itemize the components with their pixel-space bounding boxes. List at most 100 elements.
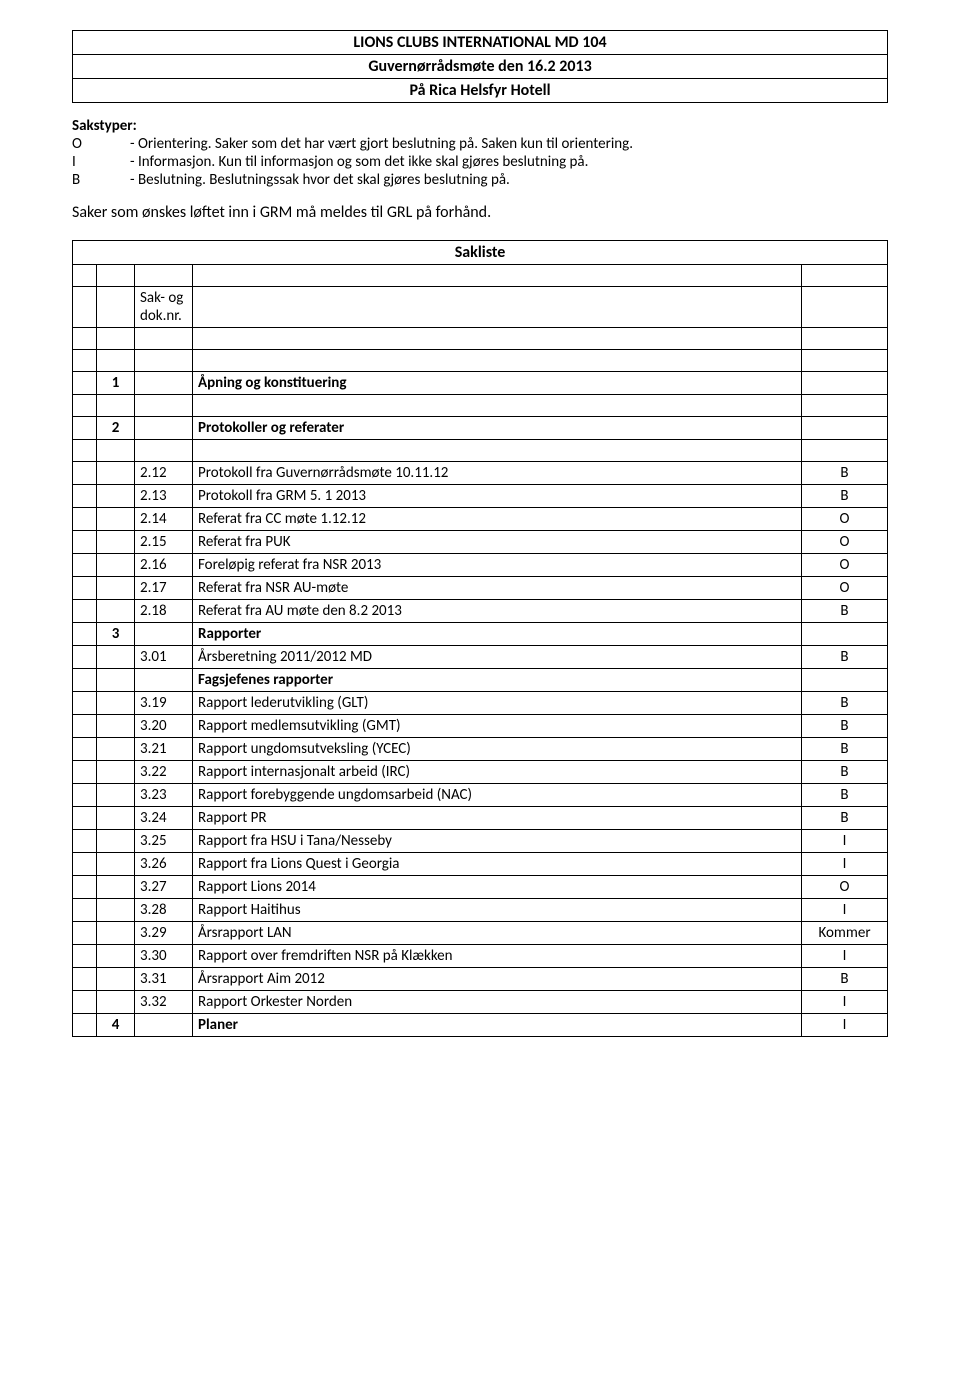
- item-code: B: [802, 600, 888, 623]
- cell-empty: [135, 623, 193, 646]
- cell-empty: [97, 554, 135, 577]
- table-row: [73, 328, 888, 350]
- section-title: Protokoller og referater: [193, 417, 802, 440]
- item-code: O: [802, 554, 888, 577]
- table-row: [73, 440, 888, 462]
- item-code: B: [802, 807, 888, 830]
- header-table: LIONS CLUBS INTERNATIONAL MD 104 Guvernø…: [72, 30, 888, 103]
- cell-empty: [97, 395, 135, 417]
- cell-empty: [193, 395, 802, 417]
- cell-empty: [97, 991, 135, 1014]
- table-row: 3.20Rapport medlemsutvikling (GMT)B: [73, 715, 888, 738]
- cell-empty: [73, 577, 97, 600]
- cell-empty: [73, 991, 97, 1014]
- item-desc: Foreløpig referat fra NSR 2013: [193, 554, 802, 577]
- header-line-2: Guvernørrådsmøte den 16.2 2013: [73, 55, 888, 79]
- table-row: 3Rapporter: [73, 623, 888, 646]
- cell-empty: [73, 531, 97, 554]
- cell-empty: [97, 531, 135, 554]
- sakstyper-code: O: [72, 135, 130, 153]
- table-row: 3.19Rapport lederutvikling (GLT)B: [73, 692, 888, 715]
- item-desc: Referat fra CC møte 1.12.12: [193, 508, 802, 531]
- sakdok-label: Sak- ogdok.nr.: [135, 287, 193, 328]
- item-number: 3.21: [135, 738, 193, 761]
- table-row: 2.13Protokoll fra GRM 5. 1 2013B: [73, 485, 888, 508]
- cell-empty: [135, 1014, 193, 1037]
- item-number: 3.22: [135, 761, 193, 784]
- item-number: 3.30: [135, 945, 193, 968]
- table-row: 2.16Foreløpig referat fra NSR 2013O: [73, 554, 888, 577]
- cell-empty: [802, 669, 888, 692]
- item-desc: Rapport forebyggende ungdomsarbeid (NAC): [193, 784, 802, 807]
- table-row: 3.29Årsrapport LANKommer: [73, 922, 888, 945]
- cell-empty: [73, 462, 97, 485]
- document-page: LIONS CLUBS INTERNATIONAL MD 104 Guvernø…: [0, 0, 960, 1077]
- sakstyper-desc: - Informasjon. Kun til informasjon og so…: [130, 153, 888, 171]
- cell-empty: [97, 692, 135, 715]
- cell-empty: [135, 417, 193, 440]
- item-code: I: [802, 853, 888, 876]
- table-row: 4PlanerI: [73, 1014, 888, 1037]
- item-desc: Rapport Haitihus: [193, 899, 802, 922]
- cell-empty: [73, 623, 97, 646]
- item-code: I: [802, 899, 888, 922]
- item-desc: Årsrapport Aim 2012: [193, 968, 802, 991]
- cell-empty: [97, 577, 135, 600]
- cell-empty: [97, 876, 135, 899]
- item-code: B: [802, 761, 888, 784]
- cell-empty: [802, 417, 888, 440]
- notice-text: Saker som ønskes løftet inn i GRM må mel…: [72, 203, 888, 222]
- sakstyper-desc: - Orientering. Saker som det har vært gj…: [130, 135, 888, 153]
- item-desc: Referat fra AU møte den 8.2 2013: [193, 600, 802, 623]
- sakliste-title: Sakliste: [73, 241, 888, 265]
- cell-empty: [73, 265, 97, 287]
- cell-empty: [73, 945, 97, 968]
- item-number: 3.01: [135, 646, 193, 669]
- header-line-3: På Rica Helsfyr Hotell: [73, 79, 888, 103]
- item-number: 2.13: [135, 485, 193, 508]
- cell-empty: [73, 646, 97, 669]
- cell-empty: [73, 807, 97, 830]
- table-row: [73, 395, 888, 417]
- table-row: Fagsjefenes rapporter: [73, 669, 888, 692]
- cell-empty: [97, 761, 135, 784]
- cell-empty: [73, 600, 97, 623]
- cell-empty: [97, 485, 135, 508]
- item-number: 3.19: [135, 692, 193, 715]
- item-desc: Protokoll fra Guvernørrådsmøte 10.11.12: [193, 462, 802, 485]
- cell-empty: [193, 350, 802, 372]
- item-number: 3.31: [135, 968, 193, 991]
- cell-empty: [802, 440, 888, 462]
- item-number: 3.20: [135, 715, 193, 738]
- cell-empty: [802, 328, 888, 350]
- item-desc: Protokoll fra GRM 5. 1 2013: [193, 485, 802, 508]
- sakstyper-code: B: [72, 171, 130, 189]
- item-desc: Årsrapport LAN: [193, 922, 802, 945]
- section-title: Planer: [193, 1014, 802, 1037]
- cell-empty: [97, 968, 135, 991]
- item-code: B: [802, 715, 888, 738]
- sakstyper-code: I: [72, 153, 130, 171]
- cell-empty: [73, 372, 97, 395]
- cell-empty: [73, 554, 97, 577]
- item-code: B: [802, 968, 888, 991]
- sakstyper-row: O- Orientering. Saker som det har vært g…: [72, 135, 888, 153]
- cell-empty: [97, 287, 135, 328]
- cell-empty: [73, 417, 97, 440]
- item-desc: Rapport PR: [193, 807, 802, 830]
- table-row: 3.21Rapport ungdomsutveksling (YCEC)B: [73, 738, 888, 761]
- item-code: O: [802, 531, 888, 554]
- cell-empty: [73, 669, 97, 692]
- cell-empty: [135, 265, 193, 287]
- cell-empty: [97, 807, 135, 830]
- sakstyper-row: I- Informasjon. Kun til informasjon og s…: [72, 153, 888, 171]
- section-title: Rapporter: [193, 623, 802, 646]
- section-number: 1: [97, 372, 135, 395]
- item-number: 3.24: [135, 807, 193, 830]
- cell-empty: [73, 853, 97, 876]
- table-row: [73, 265, 888, 287]
- cell-empty: [97, 440, 135, 462]
- cell-empty: [73, 738, 97, 761]
- table-row: 2.17Referat fra NSR AU-møteO: [73, 577, 888, 600]
- sakstyper-desc: - Beslutning. Beslutningssak hvor det sk…: [130, 171, 888, 189]
